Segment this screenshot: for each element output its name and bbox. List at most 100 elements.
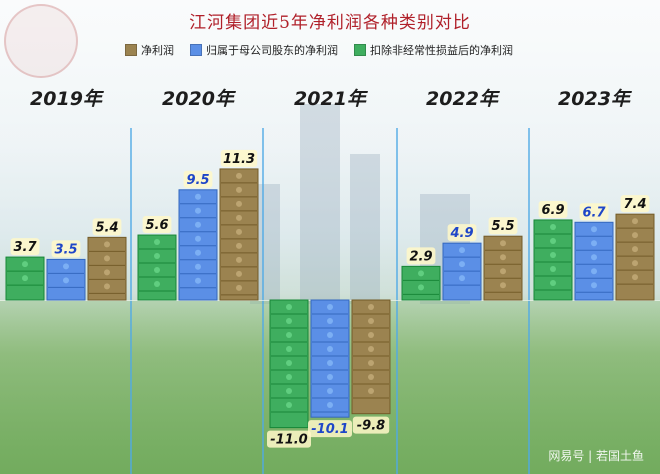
- bar-deducted-net-profit-2021年: [269, 299, 309, 429]
- legend-item-parent-net-profit: 归属于母公司股东的净利润: [190, 42, 338, 58]
- bar-pattern-dot: [550, 265, 556, 272]
- value-label-bg: [579, 203, 609, 221]
- value-label-deducted-net-profit: 3.7: [13, 240, 37, 255]
- bar-pattern-dot: [500, 268, 506, 275]
- bar-pattern-dot: [500, 240, 506, 247]
- value-label-bg: [220, 149, 258, 167]
- bar-pattern-dot: [327, 388, 333, 394]
- bar-pattern-dot: [591, 240, 597, 247]
- bar-pattern-dot: [368, 332, 374, 338]
- year-label-2021: 2021年: [294, 88, 366, 110]
- value-label-bg: [488, 217, 518, 235]
- year-divider: [396, 128, 398, 474]
- bar-pattern-dot: [104, 283, 110, 290]
- value-label-bg: [308, 420, 352, 438]
- value-label-deducted-net-profit: 5.6: [145, 218, 168, 233]
- value-label-parent-net-profit: 3.5: [54, 242, 77, 257]
- bar-pattern-dot: [286, 332, 292, 338]
- bar-pattern-dot: [368, 374, 374, 380]
- legend-label: 净利润: [141, 44, 174, 57]
- bar-pattern-dot: [632, 246, 638, 253]
- value-label-parent-net-profit: 6.7: [582, 205, 606, 220]
- year-label-2020: 2020年: [162, 88, 234, 110]
- bar-pattern-dot: [591, 282, 597, 289]
- legend-swatch-net-profit: [125, 44, 137, 56]
- bar-pattern-dot: [327, 360, 333, 366]
- bar-pattern-dot: [154, 239, 160, 246]
- bar-parent-net-profit-2023年: [574, 221, 614, 301]
- watermark-text: 网易号 | 若国土鱼: [548, 449, 644, 463]
- value-label-bg: [352, 416, 390, 434]
- value-label-net-profit: 7.4: [623, 197, 646, 212]
- value-label-net-profit: 5.4: [95, 220, 118, 235]
- value-label-bg: [142, 216, 172, 234]
- bar-pattern-dot: [286, 346, 292, 352]
- year-label-2019: 2019年: [30, 88, 102, 110]
- bar-pattern-dot: [591, 226, 597, 233]
- bar-pattern-dot: [195, 221, 201, 228]
- bar-rect: [483, 235, 523, 301]
- bar-pattern-dot: [236, 270, 242, 277]
- bar-pattern-dot: [327, 346, 333, 352]
- bar-pattern-dot: [632, 274, 638, 281]
- bar-rect: [574, 221, 614, 301]
- year-divider: [130, 128, 132, 474]
- bar-pattern-dot: [459, 247, 465, 254]
- bar-pattern-dot: [327, 332, 333, 338]
- value-label-bg: [10, 238, 40, 256]
- bar-rect: [615, 213, 655, 301]
- bar-parent-net-profit-2021年: [310, 299, 350, 418]
- bar-pattern-dot: [418, 270, 424, 277]
- value-label-parent-net-profit: 9.5: [186, 173, 209, 188]
- legend-item-net-profit: 净利润: [125, 42, 174, 58]
- value-label-net-profit: 5.5: [491, 219, 514, 234]
- bar-pattern-dot: [195, 235, 201, 242]
- value-label-net-profit: -9.8: [357, 419, 385, 434]
- bar-pattern-dot: [236, 172, 242, 179]
- bar-pattern-dot: [286, 304, 292, 310]
- bar-pattern-dot: [368, 346, 374, 352]
- bar-pattern-dot: [550, 237, 556, 244]
- year-divider: [262, 128, 264, 474]
- bar-pattern-dot: [500, 282, 506, 289]
- bar-pattern-dot: [236, 186, 242, 193]
- bar-pattern-dot: [236, 284, 242, 291]
- bar-deducted-net-profit-2023年: [533, 219, 573, 301]
- bar-parent-net-profit-2019年: [46, 258, 86, 301]
- bar-net-profit-2023年: [615, 213, 655, 301]
- bar-pattern-dot: [22, 261, 28, 268]
- bar-pattern-dot: [550, 251, 556, 258]
- bar-pattern-dot: [195, 193, 201, 200]
- bar-pattern-dot: [195, 277, 201, 284]
- bar-pattern-dot: [459, 261, 465, 268]
- bar-pattern-dot: [550, 223, 556, 230]
- bar-pattern-dot: [63, 263, 69, 270]
- bar-pattern-dot: [104, 269, 110, 276]
- bar-parent-net-profit-2022年: [442, 242, 482, 301]
- bar-pattern-dot: [236, 214, 242, 221]
- bar-pattern-dot: [286, 402, 292, 408]
- legend-swatch-deducted-net-profit: [354, 44, 366, 56]
- bar-deducted-net-profit-2020年: [137, 234, 177, 301]
- chart-title: 江河集团近5年净利润各种类别对比: [189, 13, 471, 33]
- bar-pattern-dot: [286, 360, 292, 366]
- bar-pattern-dot: [195, 207, 201, 214]
- bar-pattern-dot: [104, 255, 110, 262]
- legend: 净利润 归属于母公司股东的净利润 扣除非经常性损益后的净利润: [125, 42, 513, 58]
- bar-pattern-dot: [368, 304, 374, 310]
- value-label-bg: [92, 218, 122, 236]
- bar-pattern-dot: [368, 360, 374, 366]
- legend-label: 归属于母公司股东的净利润: [206, 44, 338, 57]
- bar-pattern-dot: [327, 402, 333, 408]
- bar-pattern-dot: [418, 284, 424, 291]
- bar-pattern-dot: [632, 218, 638, 225]
- value-label-deducted-net-profit: -11.0: [270, 433, 307, 448]
- bar-pattern-dot: [154, 267, 160, 274]
- bar-pattern-dot: [236, 200, 242, 207]
- bar-pattern-dot: [286, 374, 292, 380]
- value-label-parent-net-profit: -10.1: [311, 422, 348, 437]
- bar-pattern-dot: [195, 263, 201, 270]
- bar-net-profit-2019年: [87, 236, 127, 301]
- bar-pattern-dot: [459, 275, 465, 282]
